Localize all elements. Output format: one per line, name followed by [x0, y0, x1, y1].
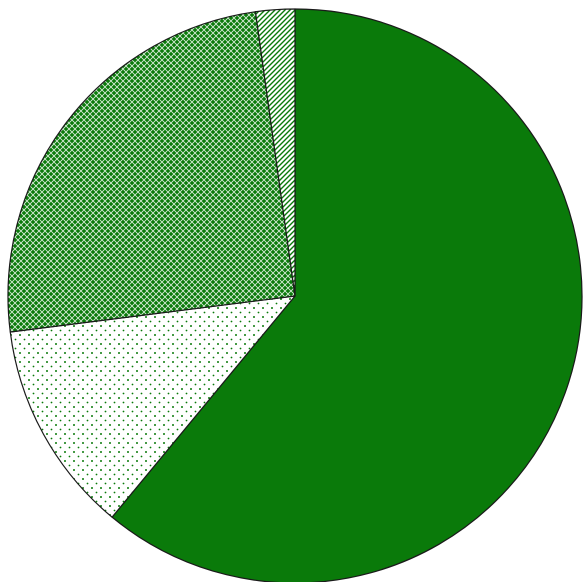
- pie-slices: [7, 8, 583, 582]
- pie-slice-4: [254, 8, 296, 297]
- pie-slice-2: [9, 295, 296, 518]
- pie-slice-3: [7, 11, 296, 333]
- pie-slice-1: [111, 8, 583, 582]
